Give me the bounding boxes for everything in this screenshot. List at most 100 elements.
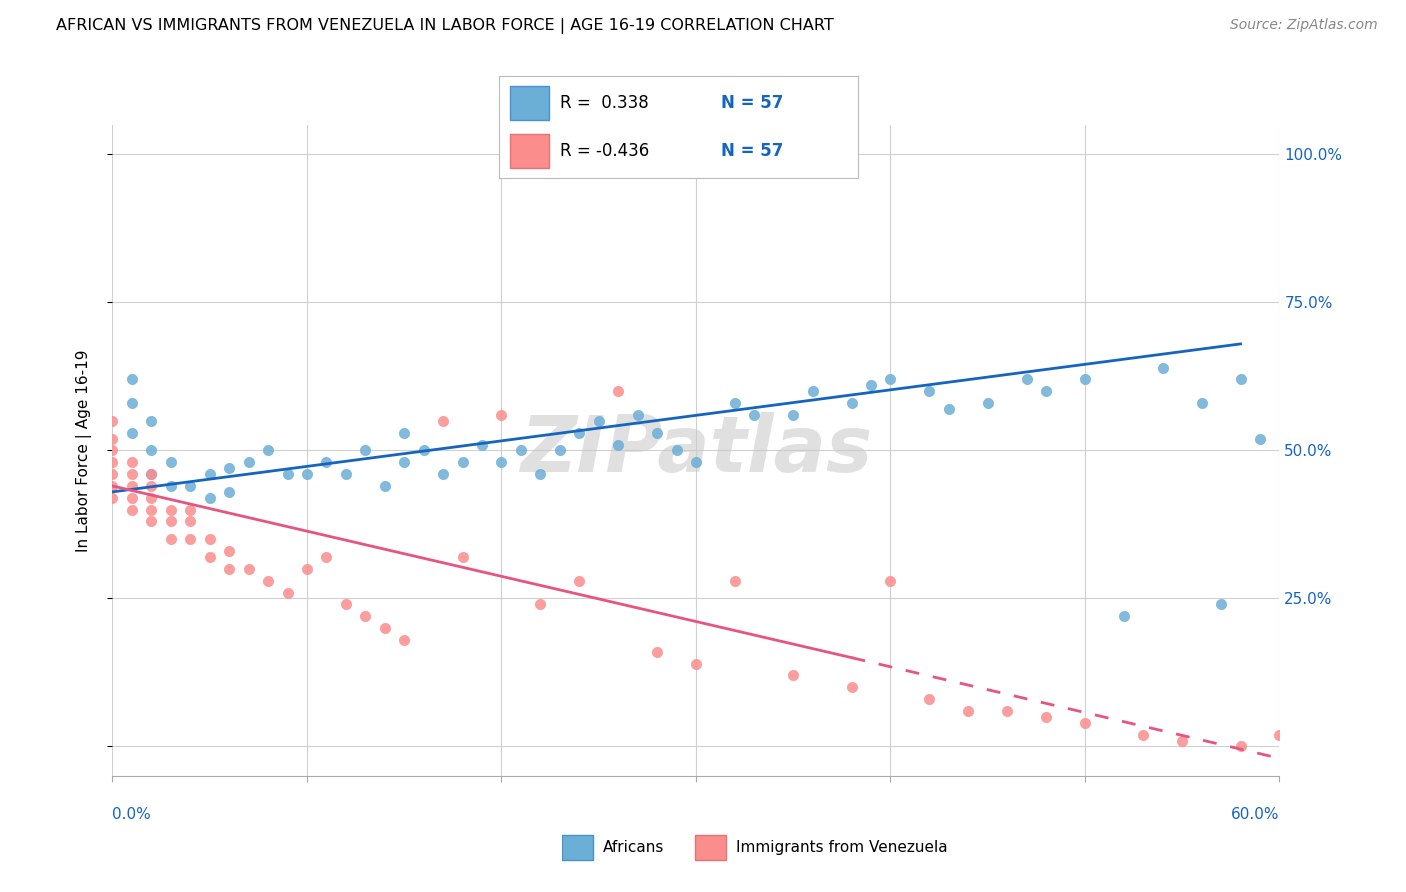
Point <box>315 549 337 564</box>
Point <box>724 574 747 588</box>
Point <box>121 479 143 493</box>
Point <box>179 502 201 516</box>
Point <box>1132 728 1154 742</box>
Point <box>141 515 163 529</box>
Point <box>1015 372 1038 386</box>
Point <box>121 502 143 516</box>
FancyBboxPatch shape <box>696 835 727 860</box>
Point <box>879 372 901 386</box>
Point <box>276 585 298 599</box>
Point <box>179 479 201 493</box>
Text: AFRICAN VS IMMIGRANTS FROM VENEZUELA IN LABOR FORCE | AGE 16-19 CORRELATION CHAR: AFRICAN VS IMMIGRANTS FROM VENEZUELA IN … <box>56 18 834 34</box>
Point <box>101 432 124 446</box>
Point <box>101 491 124 505</box>
Point <box>121 491 143 505</box>
Point <box>432 414 454 428</box>
Point <box>976 396 998 410</box>
Point <box>141 479 163 493</box>
Point <box>276 467 298 482</box>
Point <box>627 408 650 422</box>
Point <box>548 443 571 458</box>
Point <box>101 467 124 482</box>
Point <box>1074 715 1097 730</box>
Point <box>374 479 396 493</box>
Point <box>568 425 591 440</box>
Point <box>1249 432 1271 446</box>
Point <box>529 598 551 612</box>
Text: Source: ZipAtlas.com: Source: ZipAtlas.com <box>1230 18 1378 32</box>
Point <box>451 455 474 469</box>
Point <box>141 467 163 482</box>
Point <box>160 533 183 547</box>
Point <box>491 455 513 469</box>
Point <box>160 479 183 493</box>
Point <box>101 443 124 458</box>
Point <box>218 544 240 558</box>
FancyBboxPatch shape <box>562 835 593 860</box>
Point <box>529 467 551 482</box>
Point <box>938 402 960 417</box>
Y-axis label: In Labor Force | Age 16-19: In Labor Force | Age 16-19 <box>76 349 91 552</box>
Point <box>1152 360 1174 375</box>
Point <box>218 484 240 499</box>
Point <box>995 704 1018 718</box>
Point <box>801 384 824 399</box>
Point <box>1229 372 1251 386</box>
Point <box>392 632 416 647</box>
Point <box>141 414 163 428</box>
Point <box>101 414 124 428</box>
Point <box>471 437 494 451</box>
Point <box>160 515 183 529</box>
Point <box>918 692 941 706</box>
Point <box>1229 739 1251 754</box>
Point <box>879 574 901 588</box>
Point <box>1074 372 1097 386</box>
Point <box>121 372 143 386</box>
Text: Immigrants from Venezuela: Immigrants from Venezuela <box>735 840 948 855</box>
Point <box>179 533 201 547</box>
Point <box>257 443 280 458</box>
Point <box>841 396 863 410</box>
Text: 0.0%: 0.0% <box>112 807 152 822</box>
Point <box>607 437 630 451</box>
Point <box>295 562 318 576</box>
Point <box>782 668 804 682</box>
Point <box>141 467 163 482</box>
Point <box>1268 728 1291 742</box>
Point <box>121 455 143 469</box>
Point <box>645 645 668 659</box>
Point <box>432 467 454 482</box>
Point <box>315 455 337 469</box>
Point <box>198 533 221 547</box>
Point <box>568 574 591 588</box>
Point <box>724 396 747 410</box>
Point <box>141 491 163 505</box>
Text: ZIPatlas: ZIPatlas <box>520 412 872 489</box>
Text: 60.0%: 60.0% <box>1232 807 1279 822</box>
Point <box>918 384 941 399</box>
Point <box>121 396 143 410</box>
Point <box>198 467 221 482</box>
Point <box>685 657 707 671</box>
Point <box>141 443 163 458</box>
Point <box>392 455 416 469</box>
Point <box>742 408 765 422</box>
Point <box>238 562 260 576</box>
Point <box>295 467 318 482</box>
Point <box>160 455 183 469</box>
Point <box>335 598 357 612</box>
Point <box>1112 609 1135 624</box>
Point <box>392 425 416 440</box>
Point <box>141 502 163 516</box>
Point <box>859 378 883 392</box>
Point <box>238 455 260 469</box>
Point <box>509 443 531 458</box>
Text: N = 57: N = 57 <box>721 94 783 112</box>
Point <box>160 502 183 516</box>
Point <box>1209 598 1232 612</box>
Point <box>198 491 221 505</box>
Point <box>588 414 610 428</box>
Point <box>121 467 143 482</box>
FancyBboxPatch shape <box>510 87 550 120</box>
Point <box>1035 384 1057 399</box>
